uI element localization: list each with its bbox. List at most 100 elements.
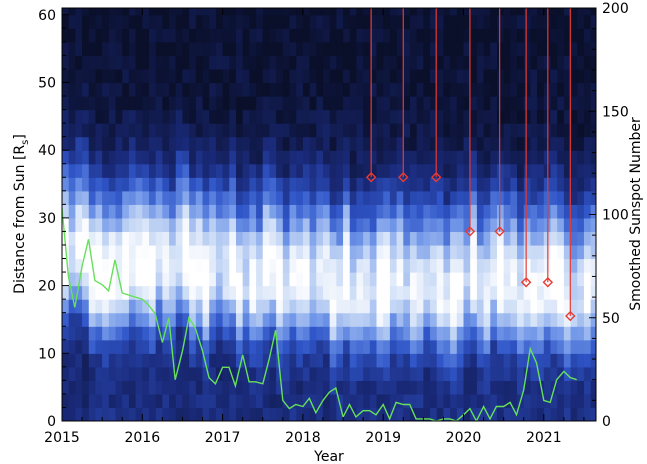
heatmap-cell: [336, 123, 344, 138]
heatmap-cell: [302, 312, 311, 327]
heatmap-cell: [209, 380, 217, 395]
heatmap-cell: [369, 14, 378, 29]
heatmap-cell: [195, 82, 204, 97]
heatmap-cell: [276, 299, 284, 314]
heatmap-cell: [349, 339, 358, 354]
heatmap-cell: [537, 68, 545, 84]
heatmap-cell: [242, 14, 250, 29]
heatmap-cell: [563, 68, 572, 84]
heatmap-cell: [343, 68, 351, 84]
heatmap-cell: [316, 244, 324, 260]
heatmap-cell: [383, 339, 391, 354]
heatmap-cell: [403, 326, 411, 341]
heatmap-cell: [463, 339, 471, 354]
heatmap-cell: [443, 14, 451, 29]
heatmap-cell: [530, 366, 538, 381]
heatmap-cell: [450, 163, 458, 178]
heatmap-cell: [517, 136, 525, 151]
heatmap-cell: [242, 339, 250, 354]
heatmap-cell: [530, 353, 538, 368]
heatmap-cell: [276, 163, 284, 178]
heatmap-cell: [476, 353, 485, 368]
heatmap-cell: [115, 123, 123, 138]
heatmap-cell: [82, 28, 90, 43]
heatmap-cell: [490, 299, 498, 314]
heatmap-cell: [242, 217, 250, 233]
heatmap-cell: [329, 312, 337, 327]
heatmap-cell: [583, 272, 592, 287]
heatmap-cell: [269, 82, 277, 97]
heatmap-cell: [450, 272, 458, 287]
heatmap-cell: [537, 163, 545, 178]
heatmap-cell: [269, 109, 277, 124]
heatmap-cell: [282, 380, 291, 395]
heatmap-cell: [356, 68, 364, 84]
heatmap-cell: [430, 285, 438, 300]
heatmap-cell: [102, 272, 110, 287]
heatmap-cell: [570, 393, 578, 409]
heatmap-cell: [369, 326, 378, 341]
heatmap-cell: [336, 82, 344, 97]
heatmap-cell: [209, 96, 217, 111]
heatmap-cell: [88, 393, 97, 409]
heatmap-cell: [302, 407, 311, 421]
heatmap-cell: [88, 177, 97, 192]
heatmap-cell: [276, 96, 284, 111]
heatmap-cell: [563, 204, 572, 219]
heatmap-cell: [503, 217, 511, 233]
heatmap-cell: [490, 82, 498, 97]
heatmap-cell: [162, 272, 170, 287]
heatmap-cell: [483, 353, 491, 368]
heatmap-cell: [416, 123, 424, 138]
heatmap-cell: [195, 28, 204, 43]
heatmap-cell: [309, 407, 317, 421]
heatmap-cell: [202, 366, 210, 381]
heatmap-cell: [249, 393, 257, 409]
heatmap-cell: [175, 244, 184, 260]
heatmap-cell: [68, 14, 76, 29]
heatmap-cell: [316, 312, 324, 327]
heatmap-cell: [577, 28, 585, 43]
heatmap-cell: [195, 339, 204, 354]
heatmap-cell: [309, 339, 317, 354]
heatmap-cell: [102, 217, 110, 233]
heatmap-cell: [209, 177, 217, 192]
heatmap-cell: [189, 177, 197, 192]
heatmap-cell: [155, 217, 163, 233]
heatmap-cell: [577, 366, 585, 381]
heatmap-cell: [369, 96, 378, 111]
heatmap-cell: [88, 150, 97, 165]
heatmap-cell: [470, 41, 478, 56]
heatmap-cell: [403, 285, 411, 300]
heatmap-cell: [416, 14, 424, 29]
heatmap-cell: [148, 190, 157, 205]
heatmap-cell: [389, 244, 398, 260]
heatmap-cell: [128, 190, 137, 205]
heatmap-cell: [322, 217, 331, 233]
heatmap-cell: [322, 177, 331, 192]
heatmap-cell: [62, 285, 70, 300]
heatmap-cell: [557, 339, 565, 354]
heatmap-cell: [169, 109, 177, 124]
heatmap-cell: [450, 96, 458, 111]
heatmap-cell: [423, 407, 431, 421]
heatmap-cell: [483, 136, 491, 151]
heatmap-cell: [115, 299, 123, 314]
heatmap-cell: [242, 163, 250, 178]
heatmap-cell: [517, 41, 525, 56]
heatmap-cell: [222, 258, 230, 273]
event-marker-diamond: [520, 276, 532, 288]
heatmap-cell: [262, 109, 271, 124]
heatmap-cell: [570, 14, 578, 29]
heatmap-cell: [162, 68, 170, 84]
heatmap-cell: [383, 380, 391, 395]
heatmap-cell: [242, 231, 250, 246]
heatmap-cell: [115, 407, 123, 421]
heatmap-cell: [550, 339, 558, 354]
heatmap-cell: [336, 380, 344, 395]
heatmap-cell: [102, 123, 110, 138]
heatmap-cell: [490, 244, 498, 260]
heatmap-cell: [269, 326, 277, 341]
heatmap-cell: [510, 28, 518, 43]
